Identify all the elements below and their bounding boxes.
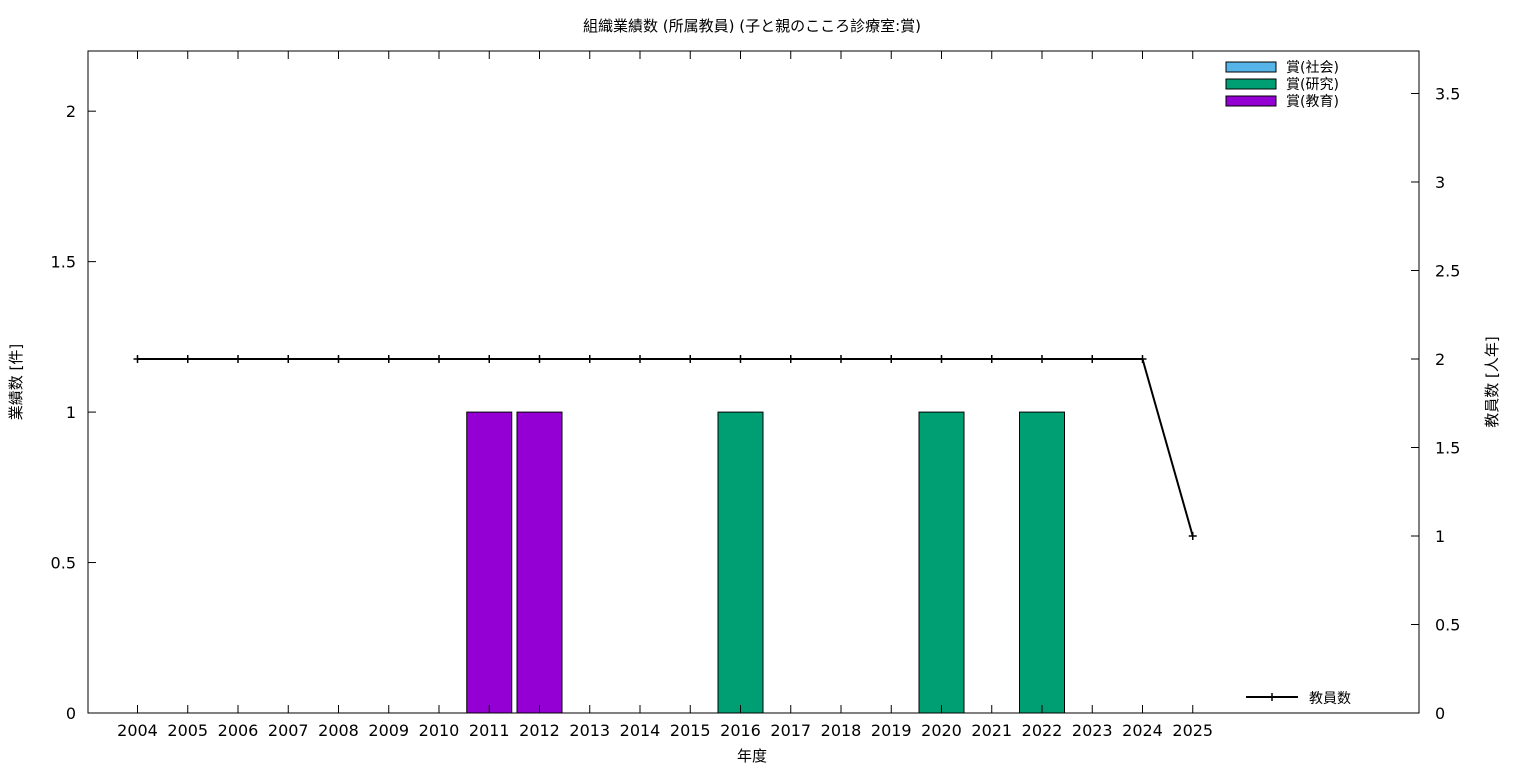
line-point-2014 <box>636 354 644 363</box>
legend-swatch-0 <box>1225 61 1277 73</box>
line-point-2016 <box>736 354 745 363</box>
line-point-2013 <box>585 354 594 363</box>
line-point-2012 <box>535 354 544 363</box>
x-tick-label: 2021 <box>971 721 1012 740</box>
line-point-2019 <box>887 354 896 363</box>
legend-line-marker <box>1268 693 1276 701</box>
legend-swatch-2 <box>1225 95 1277 107</box>
x-tick-label: 2018 <box>821 721 862 740</box>
bar-2022-series-1 <box>1019 411 1065 714</box>
x-tick-label: 2015 <box>670 721 711 740</box>
legend-line-label: 教員数 <box>1309 691 1351 707</box>
x-tick-label: 2020 <box>921 721 962 740</box>
line-point-2022 <box>1038 354 1046 363</box>
y2-tick-label: 2.5 <box>1435 261 1460 280</box>
line-point-2009 <box>384 354 393 363</box>
line-point-2007 <box>284 354 293 363</box>
x-tick-label: 2006 <box>218 721 259 740</box>
y-tick-label: 1 <box>66 403 76 422</box>
legend-label-1: 賞(研究) <box>1286 77 1339 93</box>
y2-tick-label: 3 <box>1435 173 1445 192</box>
x-tick-label: 2008 <box>318 721 359 740</box>
x-tick-label: 2007 <box>268 721 309 740</box>
x-tick-label: 2024 <box>1122 721 1163 740</box>
bars-layer <box>466 411 1065 714</box>
line-point-2024 <box>1138 354 1147 363</box>
line-point-2011 <box>485 354 494 363</box>
x-tick-label: 2022 <box>1022 721 1063 740</box>
line-point-2025 <box>1188 531 1197 540</box>
x-tick-label: 2017 <box>770 721 811 740</box>
y2-tick-label: 1 <box>1435 527 1445 546</box>
line-layer <box>133 354 1197 540</box>
legend-label-2: 賞(教育) <box>1286 94 1339 110</box>
line-point-2017 <box>786 354 795 363</box>
y2-tick-label: 1.5 <box>1435 438 1460 457</box>
x-tick-label: 2016 <box>720 721 761 740</box>
line-point-2005 <box>183 354 192 363</box>
bar-2012-series-2 <box>516 411 563 714</box>
bar-2020-series-1 <box>918 411 965 714</box>
y-tick-label: 0.5 <box>51 554 76 573</box>
x-axis-title: 年度 <box>737 747 767 765</box>
x-tick-label: 2009 <box>368 721 409 740</box>
x-tick-label: 2010 <box>419 721 460 740</box>
y-tick-label: 0 <box>66 704 76 723</box>
x-tick-label: 2011 <box>469 721 510 740</box>
y-tick-label: 1.5 <box>51 253 76 272</box>
ticks-layer: 2004 2005 2006 2007 2008 2009 2010 2011 2012 2013… <box>51 51 1460 740</box>
y-tick-label: 2 <box>66 102 76 121</box>
line-point-2008 <box>334 354 343 363</box>
x-tick-label: 2012 <box>519 721 560 740</box>
line-point-2018 <box>837 354 845 363</box>
line-series-teachers <box>137 357 1194 537</box>
y2-axis-title: 教員数 [人年] <box>1483 336 1501 427</box>
y2-tick-label: 2 <box>1435 350 1445 369</box>
legend-label-0: 賞(社会) <box>1286 60 1339 76</box>
line-point-2015 <box>686 354 695 363</box>
bar-2011-series-2 <box>466 411 513 714</box>
line-point-2010 <box>435 354 443 363</box>
x-tick-label: 2005 <box>167 721 208 740</box>
plot-frame <box>87 50 1420 714</box>
line-point-2006 <box>234 354 242 363</box>
legend: 賞(社会)賞(研究)賞(教育) 教員数 <box>1225 60 1351 707</box>
x-tick-label: 2025 <box>1172 721 1213 740</box>
bar-2016-series-1 <box>717 411 764 714</box>
x-tick-label: 2013 <box>569 721 610 740</box>
x-tick-label: 2023 <box>1072 721 1113 740</box>
y2-tick-label: 0.5 <box>1435 615 1460 634</box>
x-tick-label: 2004 <box>117 721 158 740</box>
chart-title: 組織業績数 (所属教員) (子と親のこころ診療室:賞) <box>583 17 921 35</box>
line-point-2004 <box>133 354 142 363</box>
y2-tick-label: 0 <box>1435 704 1445 723</box>
line-point-2020 <box>937 354 946 363</box>
line-point-2021 <box>987 354 996 363</box>
line-point-2023 <box>1088 354 1097 363</box>
y-axis-title: 業績数 [件] <box>7 344 25 420</box>
y2-tick-label: 3.5 <box>1435 84 1460 103</box>
x-tick-label: 2014 <box>620 721 661 740</box>
x-tick-label: 2019 <box>871 721 912 740</box>
legend-swatch-1 <box>1225 78 1277 90</box>
